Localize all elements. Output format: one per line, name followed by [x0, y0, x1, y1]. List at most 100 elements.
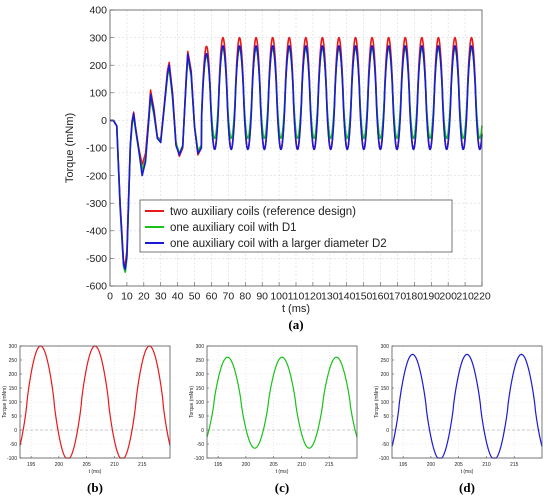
x-tick-label-a-20: 200	[439, 291, 457, 303]
x-tick-label-a-10: 100	[270, 291, 288, 303]
x-tick-label-a-13: 130	[321, 291, 339, 303]
x-tick-label-a-21: 210	[456, 291, 474, 303]
x-tick-label-c-1: 200	[242, 462, 251, 468]
y-tick-label-a-6: 0	[101, 115, 107, 127]
x-tick-label-d-4: 215	[510, 462, 519, 468]
y-tick-label-a-9: 300	[89, 32, 107, 44]
x-tick-label-b-0: 195	[27, 462, 36, 468]
y-tick-label-d-6: 200	[381, 372, 390, 378]
y-tick-label-a-7: 100	[89, 87, 107, 99]
x-tick-label-a-7: 70	[223, 291, 235, 303]
y-tick-label-d-3: 50	[383, 414, 389, 420]
x-tick-label-b-4: 215	[138, 462, 147, 468]
y-tick-label-c-3: 50	[198, 414, 204, 420]
y-tick-label-b-2: 0	[14, 428, 17, 434]
y-tick-label-b-0: -100	[7, 456, 17, 462]
y-tick-label-d-1: -50	[382, 442, 389, 448]
x-tick-label-a-18: 180	[406, 291, 424, 303]
x-tick-label-d-1: 200	[427, 462, 436, 468]
x-tick-label-a-3: 30	[155, 291, 167, 303]
x-tick-label-a-16: 160	[372, 291, 390, 303]
x-tick-label-c-0: 195	[214, 462, 223, 468]
chart-panel-d: 195 200 205 210 215 -100 -50 0 50 100 150 200 250 300…	[374, 344, 543, 495]
chart-panel-c: 195 200 205 210 215 -100 -50 0 50 100 150 200 250 300…	[189, 344, 358, 495]
x-tick-label-a-17: 170	[389, 291, 407, 303]
x-tick-label-a-2: 20	[138, 291, 150, 303]
y-tick-label-d-5: 150	[381, 386, 390, 392]
x-tick-label-a-11: 110	[288, 291, 305, 303]
y-tick-label-c-7: 250	[196, 358, 205, 364]
y-tick-label-d-2: 0	[386, 428, 389, 434]
legend: two auxiliary coils (reference design) on…	[139, 199, 453, 253]
x-tick-label-a-19: 190	[423, 291, 441, 303]
y-tick-label-d-0: -100	[379, 456, 389, 462]
legend-label-1: one auxiliary coil with D1	[170, 222, 297, 234]
x-axis-label-d: t (ms)	[461, 469, 474, 475]
x-tick-label-b-2: 205	[82, 462, 91, 468]
y-tick-label-d-8: 300	[381, 344, 390, 350]
y-tick-label-a-3: -300	[86, 198, 107, 210]
y-tick-label-d-7: 250	[381, 358, 390, 364]
y-tick-label-b-3: 50	[11, 414, 17, 420]
x-tick-label-c-3: 210	[297, 462, 306, 468]
x-tick-label-a-9: 90	[256, 291, 268, 303]
y-axis-label-a: Torque (mNm)	[64, 113, 76, 183]
y-tick-label-a-2: -400	[86, 225, 107, 237]
legend-box	[139, 199, 453, 253]
x-tick-label-a-4: 40	[172, 291, 184, 303]
x-tick-label-a-6: 60	[206, 291, 218, 303]
panel-caption-c: (c)	[275, 480, 289, 495]
y-tick-label-b-4: 100	[9, 400, 18, 406]
y-tick-label-a-5: -100	[86, 143, 107, 155]
series-line-d-0	[391, 353, 543, 459]
x-axis-label-a: t (ms)	[282, 303, 310, 315]
chart-panel-b: 195 200 205 210 215 -100 -50 0 50 100 150 200 250 300…	[2, 344, 171, 495]
chart-panel-a: 0 10 20 30 40 50 60 70 80 90 100 110 120 130 140 150 160…	[64, 5, 491, 332]
y-tick-label-c-1: -50	[197, 442, 204, 448]
y-tick-label-b-8: 300	[9, 344, 18, 350]
legend-label-0: two auxiliary coils (reference design)	[170, 206, 356, 218]
x-tick-label-a-8: 80	[239, 291, 251, 303]
panel-caption-d: (d)	[459, 480, 475, 495]
x-axis-label-b: t (ms)	[89, 469, 102, 475]
x-tick-label-d-2: 205	[454, 462, 463, 468]
y-tick-label-a-0: -600	[86, 281, 107, 293]
y-tick-label-c-8: 300	[196, 344, 205, 350]
y-tick-label-d-4: 100	[381, 400, 390, 406]
x-axis-label-c: t (ms)	[276, 469, 289, 475]
legend-label-2: one auxiliary coil with a larger diamete…	[170, 238, 387, 250]
x-tick-label-c-4: 215	[325, 462, 334, 468]
panel-caption-a: (a)	[288, 317, 303, 332]
x-tick-label-a-15: 150	[355, 291, 373, 303]
x-tick-label-d-0: 195	[399, 462, 408, 468]
y-tick-label-c-4: 100	[196, 400, 205, 406]
y-tick-label-c-6: 200	[196, 372, 205, 378]
y-tick-label-b-6: 200	[9, 372, 18, 378]
y-tick-label-b-7: 250	[9, 358, 18, 364]
x-tick-label-b-1: 200	[55, 462, 64, 468]
y-axis-label-b: Torque (mNm)	[2, 386, 8, 418]
panel-caption-b: (b)	[87, 480, 103, 495]
x-tick-label-a-14: 140	[338, 291, 356, 303]
x-tick-label-a-1: 10	[121, 291, 133, 303]
y-tick-label-c-2: 0	[201, 428, 204, 434]
y-tick-label-a-4: -200	[86, 170, 107, 182]
series-line-c-0	[206, 356, 358, 449]
x-tick-label-a-5: 50	[189, 291, 201, 303]
y-axis-label-d: Torque (mNm)	[374, 386, 380, 418]
y-axis-label-c: Torque (mNm)	[189, 386, 195, 418]
y-tick-label-b-5: 150	[9, 386, 18, 392]
y-tick-label-a-10: 400	[89, 5, 107, 17]
y-tick-label-c-5: 150	[196, 386, 205, 392]
x-tick-label-a-12: 120	[304, 291, 322, 303]
x-tick-label-d-3: 210	[482, 462, 491, 468]
x-tick-label-a-22: 220	[473, 291, 491, 303]
x-tick-label-b-3: 210	[110, 462, 119, 468]
series-line-a-2	[109, 45, 483, 271]
x-tick-label-a-0: 0	[107, 291, 113, 303]
y-tick-label-c-0: -100	[194, 456, 204, 462]
y-tick-label-a-8: 200	[89, 60, 107, 72]
x-tick-label-c-2: 205	[269, 462, 278, 468]
y-tick-label-b-1: -50	[10, 442, 17, 448]
